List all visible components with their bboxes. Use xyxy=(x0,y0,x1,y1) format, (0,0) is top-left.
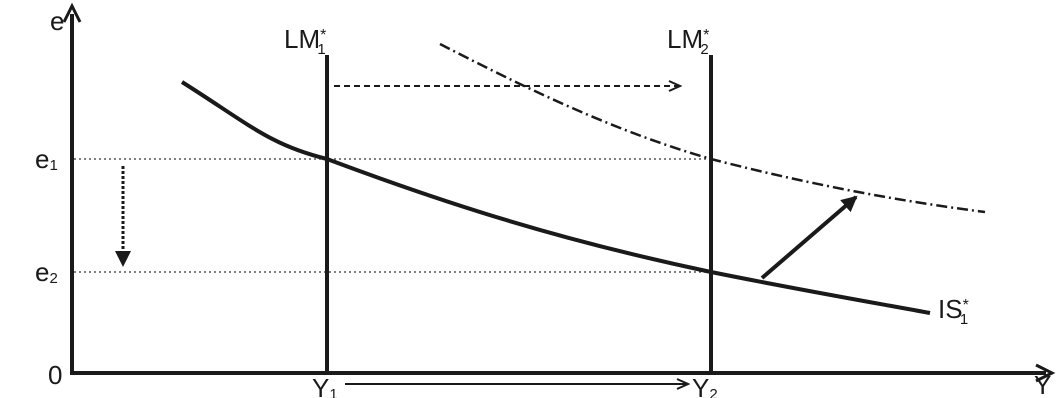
lm2-label: LM* 2 xyxy=(667,24,709,58)
y2-tick-subscript: 2 xyxy=(709,386,717,398)
is1-label-base: IS xyxy=(938,294,963,324)
is1-label: IS* 1 xyxy=(938,294,969,328)
y2-tick-label: Y2 xyxy=(692,373,718,398)
lm1-label-subscript: 1 xyxy=(317,41,325,58)
is2-curve xyxy=(439,42,986,214)
e1-tick-subscript: 1 xyxy=(49,157,57,174)
x-axis-label: Y xyxy=(1034,370,1051,398)
is1-label-superscript: * xyxy=(963,297,969,314)
lm2-label-superscript: * xyxy=(703,27,709,44)
y1-tick-label: Y1 xyxy=(312,373,338,398)
lm1-label-base: LM xyxy=(284,24,320,54)
lm2-label-base: LM xyxy=(667,24,703,54)
is1-curve xyxy=(180,80,931,315)
e2-tick-base: e xyxy=(35,257,49,287)
is-shift-arrow xyxy=(760,195,858,280)
origin-label: 0 xyxy=(48,360,62,390)
lm1-label-superscript: * xyxy=(320,27,326,44)
y-axis-arrowhead xyxy=(62,2,82,23)
e1-tick-label: e1 xyxy=(35,144,58,174)
lm1-label: LM* 1 xyxy=(284,24,326,58)
y2-tick-base: Y xyxy=(692,373,709,398)
y-axis-label: e xyxy=(50,6,64,36)
x-axis-arrowhead xyxy=(1035,363,1056,383)
y1-tick-base: Y xyxy=(312,373,329,398)
e2-tick-label: e2 xyxy=(35,257,58,287)
e1-tick-base: e xyxy=(35,144,49,174)
lm2-label-subscript: 2 xyxy=(700,41,708,58)
y1-tick-subscript: 1 xyxy=(329,386,337,398)
e2-tick-subscript: 2 xyxy=(49,270,57,287)
is1-label-subscript: 1 xyxy=(960,311,968,328)
